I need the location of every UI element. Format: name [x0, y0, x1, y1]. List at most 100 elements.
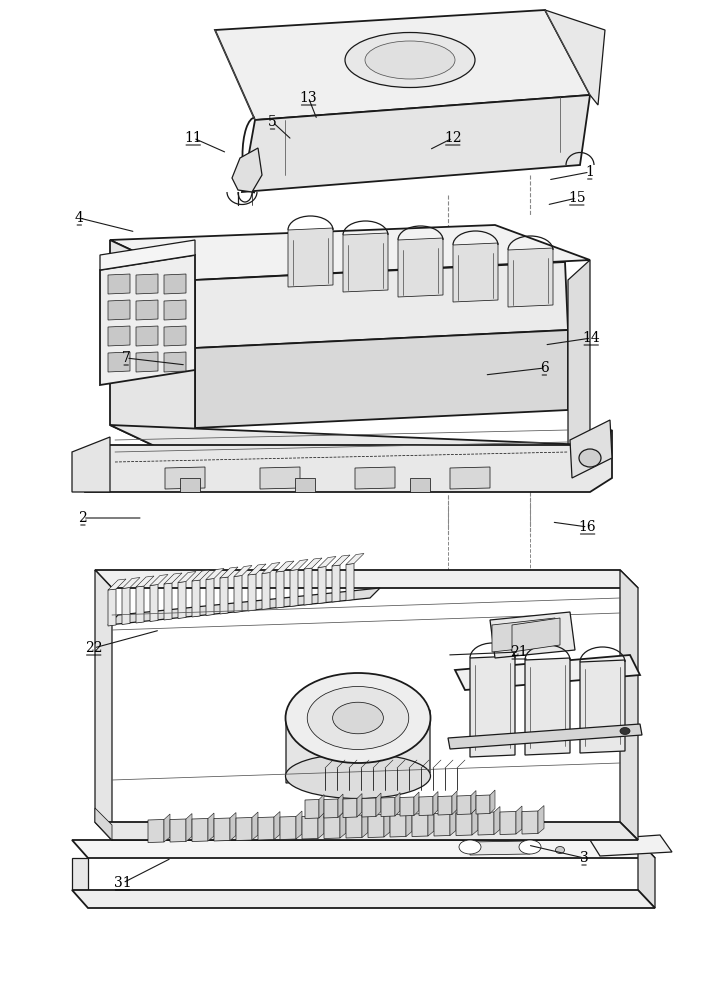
Polygon shape: [100, 240, 195, 270]
Polygon shape: [192, 570, 210, 581]
Polygon shape: [95, 570, 112, 840]
Polygon shape: [476, 795, 490, 814]
Text: 22: 22: [85, 641, 102, 655]
Polygon shape: [252, 812, 258, 840]
Polygon shape: [206, 568, 224, 580]
Polygon shape: [206, 578, 214, 615]
Polygon shape: [108, 300, 130, 320]
Polygon shape: [355, 467, 395, 489]
Polygon shape: [100, 255, 195, 385]
Polygon shape: [72, 890, 655, 908]
Polygon shape: [164, 326, 186, 346]
Polygon shape: [398, 238, 443, 297]
Ellipse shape: [286, 754, 430, 798]
Polygon shape: [122, 587, 130, 624]
Polygon shape: [304, 568, 312, 605]
Polygon shape: [108, 326, 130, 346]
Ellipse shape: [345, 32, 475, 88]
Polygon shape: [208, 813, 214, 841]
Polygon shape: [470, 841, 530, 855]
Polygon shape: [164, 583, 172, 620]
Polygon shape: [368, 814, 384, 838]
Text: 15: 15: [568, 191, 585, 205]
Polygon shape: [525, 658, 570, 755]
Polygon shape: [186, 814, 192, 842]
Polygon shape: [384, 809, 390, 837]
Polygon shape: [620, 570, 638, 840]
Polygon shape: [214, 818, 230, 841]
Polygon shape: [108, 588, 380, 625]
Text: 21: 21: [510, 645, 528, 659]
Text: 7: 7: [122, 351, 131, 365]
Text: 2: 2: [79, 511, 87, 525]
Polygon shape: [395, 792, 400, 816]
Text: 31: 31: [114, 876, 131, 890]
Polygon shape: [471, 790, 476, 814]
Polygon shape: [296, 811, 302, 839]
Polygon shape: [192, 818, 208, 842]
Polygon shape: [136, 274, 158, 294]
Polygon shape: [286, 710, 430, 783]
Polygon shape: [136, 326, 158, 346]
Polygon shape: [470, 656, 515, 757]
Polygon shape: [164, 274, 186, 294]
Polygon shape: [305, 800, 319, 818]
Polygon shape: [438, 796, 452, 815]
Polygon shape: [340, 810, 346, 838]
Polygon shape: [248, 564, 266, 575]
Polygon shape: [318, 810, 324, 838]
Polygon shape: [95, 570, 638, 588]
Polygon shape: [110, 225, 590, 280]
Polygon shape: [318, 556, 336, 568]
Polygon shape: [108, 579, 126, 590]
Ellipse shape: [365, 41, 455, 79]
Polygon shape: [72, 840, 655, 858]
Polygon shape: [400, 797, 414, 816]
Polygon shape: [236, 818, 252, 840]
Ellipse shape: [555, 846, 565, 854]
Text: 14: 14: [583, 331, 600, 345]
Ellipse shape: [286, 673, 430, 763]
Polygon shape: [494, 806, 500, 834]
Polygon shape: [478, 812, 494, 835]
Ellipse shape: [620, 728, 630, 734]
Polygon shape: [234, 566, 252, 576]
Polygon shape: [428, 808, 434, 836]
Polygon shape: [258, 817, 274, 840]
Polygon shape: [332, 555, 350, 566]
Polygon shape: [248, 574, 256, 611]
Polygon shape: [108, 274, 130, 294]
Polygon shape: [580, 660, 625, 753]
Polygon shape: [406, 808, 412, 836]
Polygon shape: [220, 577, 228, 614]
Polygon shape: [180, 478, 200, 492]
Text: 16: 16: [579, 520, 596, 534]
Polygon shape: [414, 792, 419, 816]
Polygon shape: [492, 618, 555, 652]
Polygon shape: [108, 352, 130, 372]
Polygon shape: [280, 816, 296, 840]
Polygon shape: [410, 478, 430, 492]
Polygon shape: [170, 819, 186, 842]
Polygon shape: [490, 612, 575, 658]
Ellipse shape: [459, 840, 481, 854]
Text: 11: 11: [185, 131, 202, 145]
Polygon shape: [512, 618, 560, 652]
Polygon shape: [434, 813, 450, 836]
Polygon shape: [85, 430, 612, 492]
Ellipse shape: [579, 449, 601, 467]
Polygon shape: [522, 811, 538, 834]
Ellipse shape: [519, 840, 541, 854]
Polygon shape: [343, 233, 388, 292]
Polygon shape: [274, 812, 280, 840]
Polygon shape: [72, 858, 88, 890]
Polygon shape: [456, 812, 472, 836]
Polygon shape: [450, 808, 456, 836]
Polygon shape: [338, 794, 343, 818]
Polygon shape: [178, 582, 186, 618]
Polygon shape: [324, 799, 338, 818]
Polygon shape: [122, 578, 140, 588]
Polygon shape: [288, 228, 333, 287]
Text: 5: 5: [268, 115, 277, 129]
Polygon shape: [362, 810, 368, 838]
